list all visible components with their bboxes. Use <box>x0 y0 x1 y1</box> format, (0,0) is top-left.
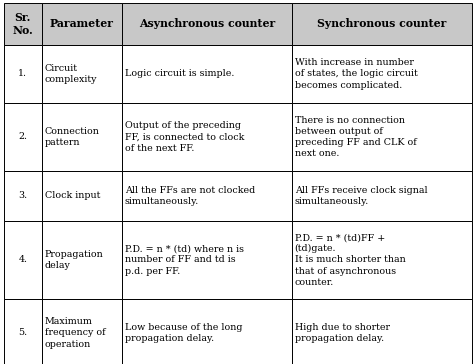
Text: Asynchronous counter: Asynchronous counter <box>139 19 275 29</box>
Bar <box>42 45 122 103</box>
Text: All the FFs are not clocked
simultaneously.: All the FFs are not clocked simultaneous… <box>125 186 255 206</box>
Text: Connection
pattern: Connection pattern <box>45 127 100 147</box>
Text: 4.: 4. <box>18 256 27 264</box>
Text: P.D. = n * (td) where n is
number of FF and td is
p.d. per FF.: P.D. = n * (td) where n is number of FF … <box>125 244 244 276</box>
Bar <box>122 299 292 364</box>
Text: Maximum
frequency of
operation: Maximum frequency of operation <box>45 317 105 348</box>
Bar <box>122 45 292 103</box>
Bar <box>292 3 472 45</box>
Text: High due to shorter
propagation delay.: High due to shorter propagation delay. <box>295 323 390 343</box>
Bar <box>292 221 472 299</box>
Text: Parameter: Parameter <box>50 19 114 29</box>
Bar <box>42 299 122 364</box>
Text: Propagation
delay: Propagation delay <box>45 250 103 270</box>
Bar <box>122 221 292 299</box>
Bar <box>122 3 292 45</box>
Text: 3.: 3. <box>18 191 27 201</box>
Text: Synchronous counter: Synchronous counter <box>317 19 447 29</box>
Bar <box>4 171 42 221</box>
Bar <box>4 103 42 171</box>
Bar <box>292 299 472 364</box>
Bar <box>4 221 42 299</box>
Text: 1.: 1. <box>18 70 27 78</box>
Text: Clock input: Clock input <box>45 191 100 201</box>
Bar <box>42 171 122 221</box>
Text: P.D. = n * (td)FF +
(td)gate.
It is much shorter than
that of asynchronous
count: P.D. = n * (td)FF + (td)gate. It is much… <box>295 233 405 287</box>
Bar <box>292 103 472 171</box>
Text: There is no connection
between output of
preceding FF and CLK of
next one.: There is no connection between output of… <box>295 116 416 158</box>
Text: Logic circuit is simple.: Logic circuit is simple. <box>125 70 234 78</box>
Text: Circuit
complexity: Circuit complexity <box>45 64 97 84</box>
Bar <box>292 171 472 221</box>
Bar <box>122 171 292 221</box>
Text: 5.: 5. <box>18 328 27 337</box>
Bar <box>4 45 42 103</box>
Bar <box>122 103 292 171</box>
Text: All FFs receive clock signal
simultaneously.: All FFs receive clock signal simultaneou… <box>295 186 427 206</box>
Bar <box>42 3 122 45</box>
Bar <box>4 299 42 364</box>
Text: 2.: 2. <box>18 132 27 141</box>
Bar <box>292 45 472 103</box>
Text: Output of the preceding
FF, is connected to clock
of the next FF.: Output of the preceding FF, is connected… <box>125 121 244 153</box>
Bar <box>42 221 122 299</box>
Text: With increase in number
of states, the logic circuit
becomes complicated.: With increase in number of states, the l… <box>295 58 418 90</box>
Text: Sr.
No.: Sr. No. <box>12 12 33 36</box>
Bar <box>4 3 42 45</box>
Text: Low because of the long
propagation delay.: Low because of the long propagation dela… <box>125 323 242 343</box>
Bar <box>42 103 122 171</box>
